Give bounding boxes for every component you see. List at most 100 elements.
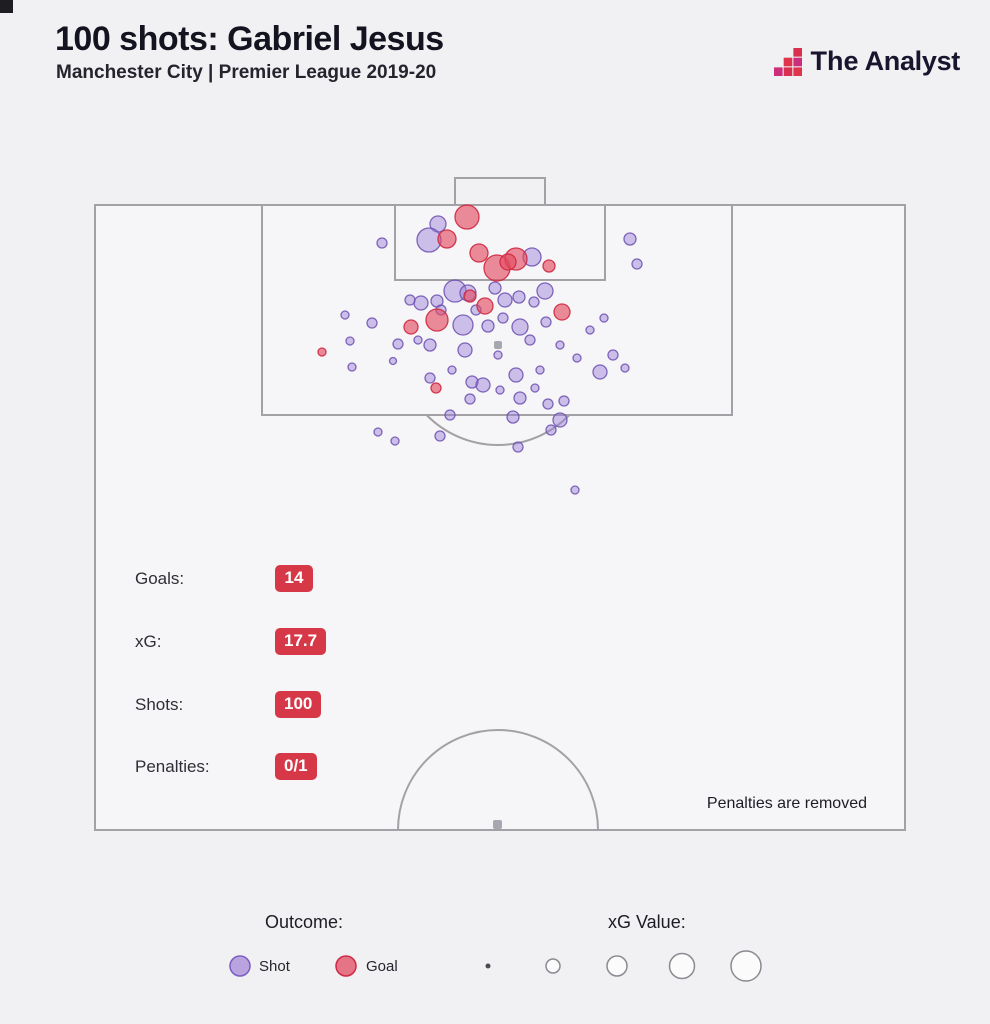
stat-value-shots: 100 bbox=[275, 691, 322, 718]
stat-value-penalties: 0/1 bbox=[275, 753, 317, 780]
goal-marker bbox=[454, 204, 480, 230]
shot-marker bbox=[545, 424, 557, 436]
shot-marker bbox=[481, 319, 495, 333]
pitch-markings bbox=[94, 177, 906, 831]
shot-marker bbox=[495, 385, 505, 395]
legend-xg-heading: xG Value: bbox=[608, 912, 686, 932]
shot-marker bbox=[390, 436, 400, 446]
goal-marker bbox=[463, 289, 477, 303]
page-title: 100 shots: Gabriel Jesus bbox=[55, 20, 444, 58]
shot-marker bbox=[493, 350, 503, 360]
stat-label-goals: Goals: bbox=[135, 568, 185, 588]
xg-size-swatch bbox=[485, 963, 491, 969]
shots-layer bbox=[317, 204, 643, 495]
shot-marker bbox=[457, 342, 473, 358]
legend-goal-label: Goal bbox=[366, 958, 398, 975]
shot-marker bbox=[340, 310, 350, 320]
goal-marker bbox=[430, 382, 442, 394]
shot-marker bbox=[572, 353, 582, 363]
legend-shot-label: Shot bbox=[259, 958, 290, 975]
shot-marker bbox=[465, 375, 479, 389]
shot-marker bbox=[345, 336, 355, 346]
page-subtitle: Manchester City | Premier League 2019-20 bbox=[56, 62, 437, 83]
shot-marker bbox=[530, 383, 540, 393]
shot-marker bbox=[511, 318, 529, 336]
legend-goal-swatch bbox=[335, 955, 357, 977]
goal-marker bbox=[469, 243, 489, 263]
xg-size-swatch bbox=[606, 955, 628, 977]
brand-logo: The Analyst bbox=[773, 46, 961, 77]
legend-outcome-heading: Outcome: bbox=[265, 912, 344, 932]
stat-label-penalties: Penalties: bbox=[135, 756, 210, 776]
shot-marker bbox=[392, 338, 404, 350]
pitch-outline bbox=[94, 204, 906, 831]
goal-marker bbox=[499, 253, 517, 271]
goal-marker bbox=[403, 319, 419, 335]
stat-value-xg: 17.7 bbox=[275, 628, 327, 655]
shot-marker bbox=[452, 314, 474, 336]
goal-marker bbox=[542, 259, 556, 273]
goal-marker bbox=[425, 308, 449, 332]
shot-marker bbox=[524, 334, 536, 346]
shot-marker bbox=[424, 372, 436, 384]
centre-spot bbox=[493, 820, 502, 829]
shot-marker bbox=[376, 237, 388, 249]
shot-marker bbox=[388, 356, 398, 366]
penalties-removed-note: Penalties are removed bbox=[706, 795, 867, 812]
shot-marker bbox=[506, 410, 520, 424]
shot-marker bbox=[552, 412, 568, 428]
goal-frame bbox=[454, 177, 546, 206]
shot-marker bbox=[373, 427, 383, 437]
xg-size-swatch bbox=[668, 952, 696, 980]
shot-marker bbox=[570, 485, 580, 495]
shot-marker bbox=[475, 377, 491, 393]
shot-marker bbox=[434, 430, 446, 442]
corner-mark bbox=[0, 0, 13, 13]
shot-marker bbox=[528, 296, 540, 308]
shot-marker bbox=[585, 325, 595, 335]
stat-row-penalties: Penalties: 0/1 bbox=[135, 753, 317, 780]
shot-marker bbox=[540, 316, 552, 328]
shot-marker bbox=[347, 362, 357, 372]
stat-label-shots: Shots: bbox=[135, 694, 184, 714]
shot-marker bbox=[423, 338, 437, 352]
stat-label-xg: xG: bbox=[135, 631, 162, 651]
penalty-spot bbox=[494, 341, 502, 349]
xg-size-swatch bbox=[730, 950, 762, 982]
brand-wordmark: The Analyst bbox=[810, 46, 961, 77]
shot-marker bbox=[512, 290, 526, 304]
shot-marker bbox=[542, 398, 554, 410]
shot-marker bbox=[536, 282, 554, 300]
shot-marker bbox=[623, 232, 637, 246]
goal-marker bbox=[317, 347, 327, 357]
shot-marker bbox=[488, 281, 502, 295]
brand-the: The bbox=[810, 46, 859, 76]
shot-marker bbox=[513, 391, 527, 405]
shot-marker bbox=[508, 367, 524, 383]
shot-marker bbox=[497, 292, 513, 308]
stat-row-shots: Shots: 100 bbox=[135, 691, 322, 718]
penalty-arc bbox=[425, 414, 571, 446]
shot-marker bbox=[631, 258, 643, 270]
shot-marker bbox=[404, 294, 416, 306]
brand-analyst: Analyst bbox=[864, 46, 961, 76]
shot-marker bbox=[592, 364, 608, 380]
xg-size-legend bbox=[485, 950, 762, 982]
shot-marker bbox=[599, 313, 609, 323]
legend-outcome-swatches bbox=[229, 955, 357, 977]
shot-marker bbox=[416, 227, 442, 253]
shot-marker bbox=[497, 312, 509, 324]
legend-shot-swatch bbox=[229, 955, 251, 977]
shot-marker bbox=[607, 349, 619, 361]
goal-marker bbox=[476, 297, 494, 315]
shot-marker bbox=[555, 340, 565, 350]
shot-marker bbox=[366, 317, 378, 329]
goal-marker bbox=[553, 303, 571, 321]
shot-marker bbox=[413, 295, 429, 311]
goal-marker bbox=[437, 229, 457, 249]
analyst-logo-icon bbox=[773, 47, 802, 76]
shot-marker bbox=[447, 365, 457, 375]
shot-marker bbox=[444, 409, 456, 421]
